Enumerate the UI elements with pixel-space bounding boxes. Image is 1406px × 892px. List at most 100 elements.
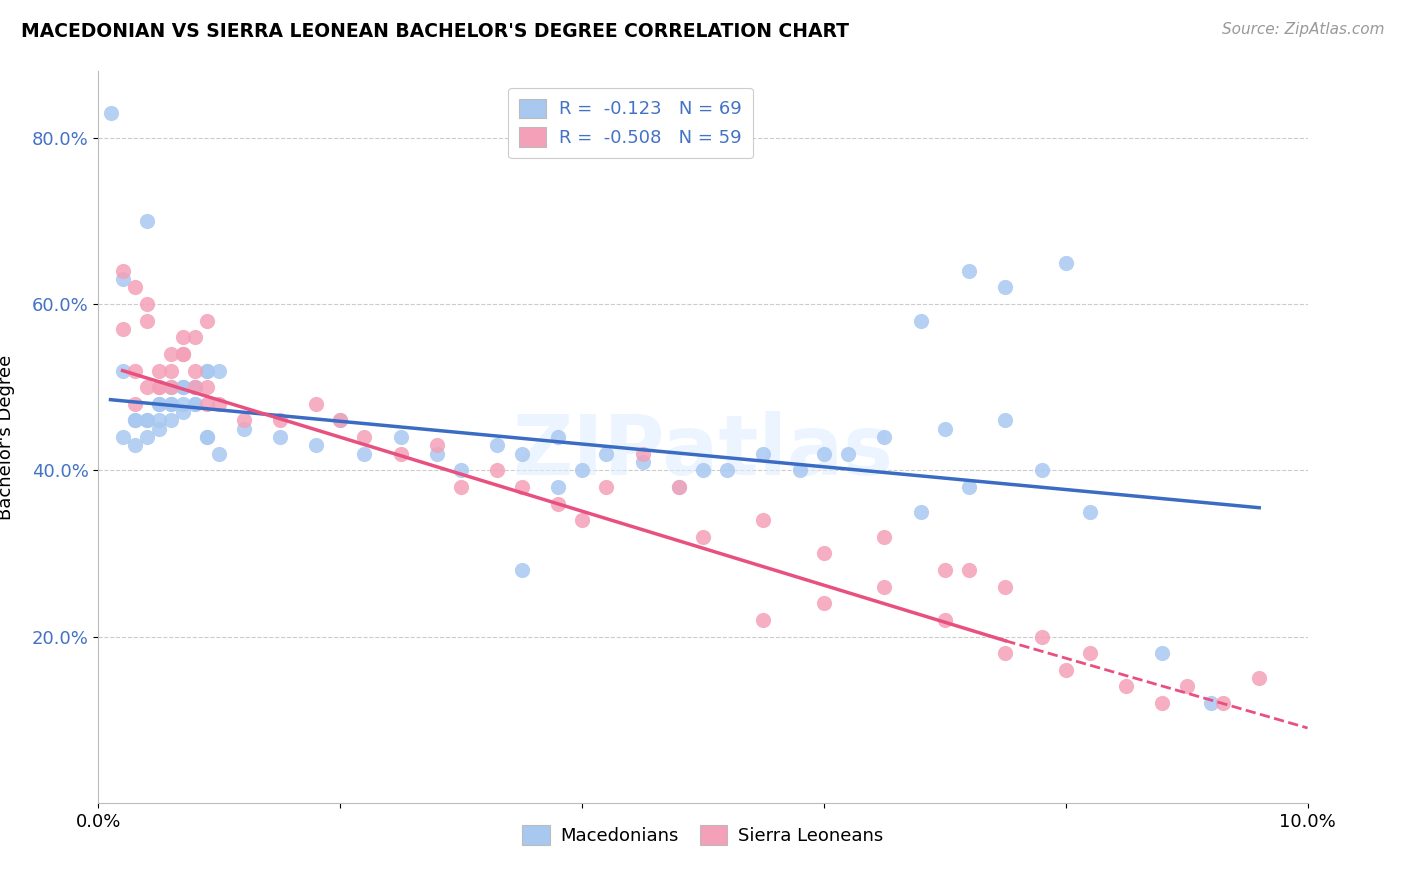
Point: [269, 430, 291, 444]
Point: [100, 106, 122, 120]
Point: [208, 363, 231, 377]
Point: [232, 413, 254, 427]
Point: [1249, 671, 1271, 685]
Point: [353, 447, 375, 461]
Point: [873, 430, 896, 444]
Point: [124, 413, 146, 427]
Point: [692, 530, 714, 544]
Point: [668, 480, 690, 494]
Point: [450, 463, 472, 477]
Point: [160, 397, 183, 411]
Point: [124, 363, 146, 377]
Point: [789, 463, 811, 477]
Point: [547, 497, 569, 511]
Point: [111, 322, 134, 336]
Point: [195, 397, 218, 411]
Point: [160, 380, 183, 394]
Point: [692, 463, 714, 477]
Point: [595, 480, 617, 494]
Point: [595, 447, 617, 461]
Point: [160, 380, 183, 394]
Point: [450, 480, 472, 494]
Point: [184, 380, 207, 394]
Point: [1175, 680, 1198, 694]
Point: [1054, 255, 1077, 269]
Point: [510, 480, 533, 494]
Point: [195, 314, 218, 328]
Point: [135, 314, 157, 328]
Point: [148, 413, 170, 427]
Point: [510, 447, 533, 461]
Point: [957, 480, 980, 494]
Point: [184, 380, 207, 394]
Point: [148, 397, 170, 411]
Point: [910, 505, 932, 519]
Point: [148, 363, 170, 377]
Point: [160, 397, 183, 411]
Point: [957, 563, 980, 577]
Point: [716, 463, 738, 477]
Point: [172, 330, 194, 344]
Point: [172, 347, 194, 361]
Point: [184, 330, 207, 344]
Point: [631, 447, 654, 461]
Point: [135, 413, 157, 427]
Point: [172, 380, 194, 394]
Point: [486, 463, 509, 477]
Point: [111, 363, 134, 377]
Point: [1152, 646, 1174, 660]
Point: [813, 596, 835, 610]
Legend: Macedonians, Sierra Leoneans: Macedonians, Sierra Leoneans: [515, 818, 891, 852]
Point: [184, 380, 207, 394]
Point: [486, 438, 509, 452]
Point: [957, 264, 980, 278]
Point: [124, 397, 146, 411]
Point: [547, 430, 569, 444]
Point: [389, 447, 412, 461]
Point: [353, 430, 375, 444]
Point: [426, 438, 449, 452]
Point: [813, 546, 835, 560]
Point: [329, 413, 352, 427]
Point: [135, 214, 157, 228]
Point: [1031, 463, 1053, 477]
Point: [172, 405, 194, 419]
Point: [184, 363, 207, 377]
Point: [232, 422, 254, 436]
Point: [873, 530, 896, 544]
Point: [195, 430, 218, 444]
Text: MACEDONIAN VS SIERRA LEONEAN BACHELOR'S DEGREE CORRELATION CHART: MACEDONIAN VS SIERRA LEONEAN BACHELOR'S …: [21, 22, 849, 41]
Point: [752, 613, 775, 627]
Point: [1199, 696, 1222, 710]
Point: [160, 413, 183, 427]
Point: [752, 513, 775, 527]
Point: [813, 447, 835, 461]
Point: [571, 513, 593, 527]
Point: [195, 380, 218, 394]
Point: [994, 280, 1017, 294]
Point: [837, 447, 859, 461]
Point: [148, 422, 170, 436]
Point: [934, 422, 956, 436]
Point: [124, 413, 146, 427]
Point: [184, 397, 207, 411]
Point: [148, 380, 170, 394]
Point: [752, 447, 775, 461]
Point: [135, 430, 157, 444]
Point: [184, 397, 207, 411]
Point: [571, 463, 593, 477]
Point: [668, 480, 690, 494]
Point: [426, 447, 449, 461]
Point: [547, 480, 569, 494]
Point: [631, 455, 654, 469]
Point: [873, 580, 896, 594]
Point: [994, 580, 1017, 594]
Point: [135, 297, 157, 311]
Point: [124, 438, 146, 452]
Point: [195, 363, 218, 377]
Point: [389, 430, 412, 444]
Point: [329, 413, 352, 427]
Point: [1212, 696, 1234, 710]
Point: [994, 413, 1017, 427]
Point: [910, 314, 932, 328]
